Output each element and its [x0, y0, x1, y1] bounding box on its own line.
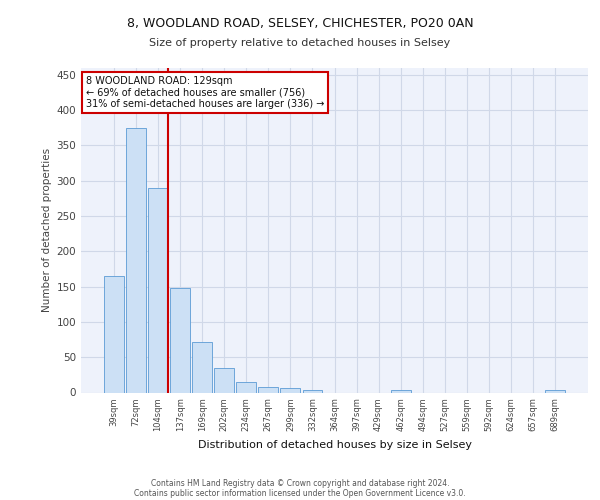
Text: Size of property relative to detached houses in Selsey: Size of property relative to detached ho… — [149, 38, 451, 48]
Text: 8 WOODLAND ROAD: 129sqm
← 69% of detached houses are smaller (756)
31% of semi-d: 8 WOODLAND ROAD: 129sqm ← 69% of detache… — [86, 76, 325, 109]
Bar — [391, 390, 410, 392]
Bar — [148, 188, 168, 392]
Bar — [302, 390, 322, 392]
Bar — [104, 276, 124, 392]
Bar — [545, 390, 565, 392]
X-axis label: Distribution of detached houses by size in Selsey: Distribution of detached houses by size … — [197, 440, 472, 450]
Bar — [192, 342, 212, 392]
Y-axis label: Number of detached properties: Number of detached properties — [42, 148, 52, 312]
Bar — [280, 388, 301, 392]
Text: 8, WOODLAND ROAD, SELSEY, CHICHESTER, PO20 0AN: 8, WOODLAND ROAD, SELSEY, CHICHESTER, PO… — [127, 18, 473, 30]
Bar — [170, 288, 190, 393]
Bar — [236, 382, 256, 392]
Bar — [214, 368, 234, 392]
Bar — [259, 387, 278, 392]
Text: Contains public sector information licensed under the Open Government Licence v3: Contains public sector information licen… — [134, 488, 466, 498]
Text: Contains HM Land Registry data © Crown copyright and database right 2024.: Contains HM Land Registry data © Crown c… — [151, 478, 449, 488]
Bar — [126, 128, 146, 392]
